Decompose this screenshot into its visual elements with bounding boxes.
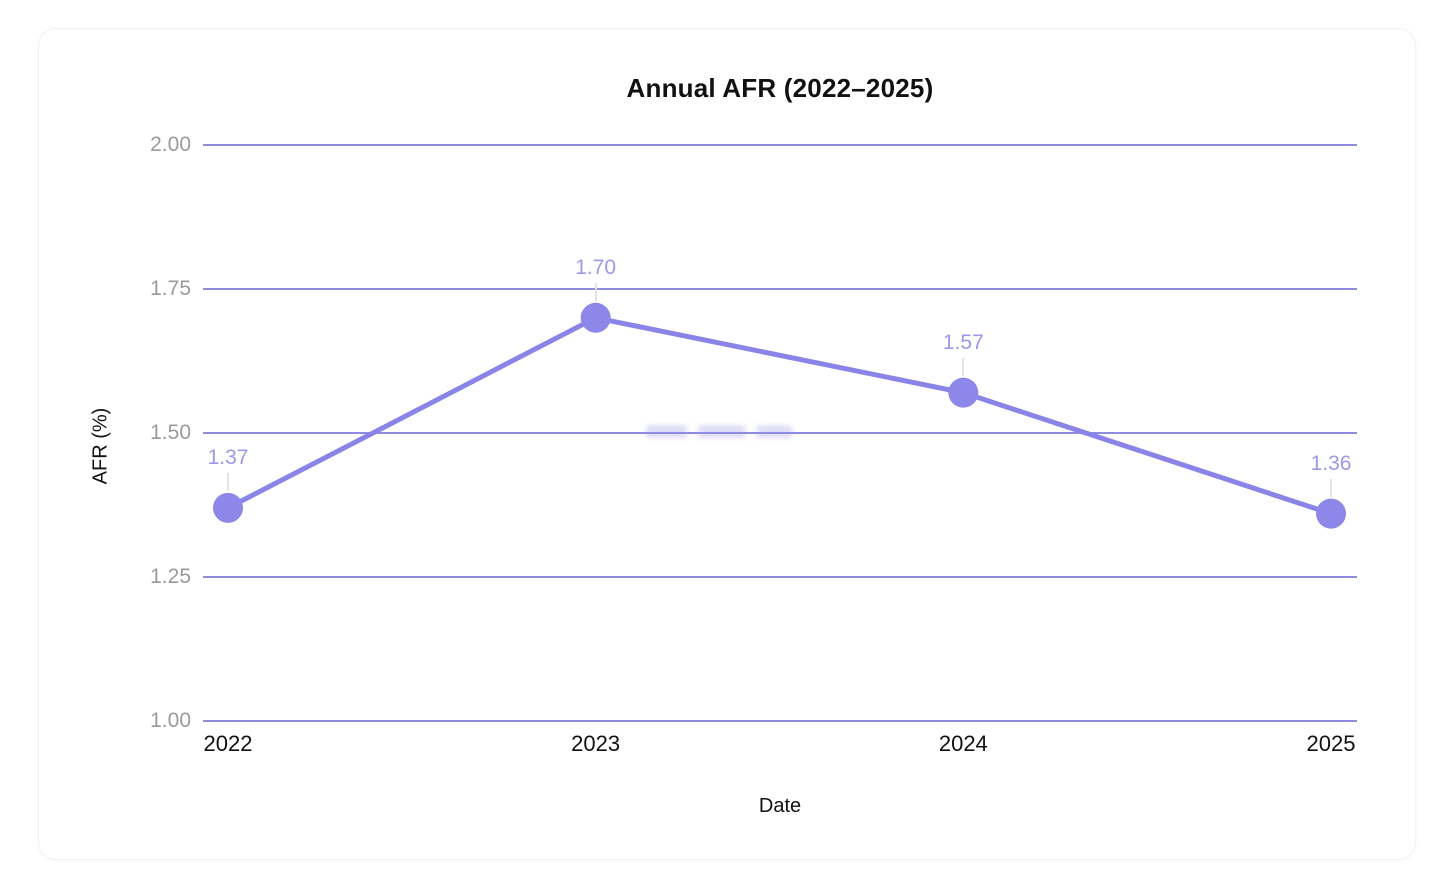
point-label-2025: 1.36 <box>1310 451 1352 475</box>
data-point-2023 <box>580 302 611 333</box>
label-connector <box>962 357 965 376</box>
x-tick-label-2025: 2025 <box>1306 731 1356 756</box>
x-tick-label-2024: 2024 <box>938 731 988 756</box>
data-point-2025 <box>1316 498 1346 529</box>
gridline-1.25 <box>203 576 1357 578</box>
data-point-2022 <box>213 492 243 523</box>
y-axis-title: AFR (%) <box>89 407 112 485</box>
data-point-2024 <box>948 377 979 408</box>
x-tick-label-2023: 2023 <box>571 731 621 756</box>
chart-title: Annual AFR (2022–2025) <box>626 73 934 103</box>
line-series <box>213 302 1346 529</box>
series-line <box>225 315 1334 517</box>
y-tick-label: 1.00 <box>150 709 191 732</box>
label-connector <box>594 282 597 301</box>
y-tick-label: 1.25 <box>150 565 191 588</box>
gridline-1.00 <box>203 720 1357 722</box>
plot-area: 2.00 1.75 1.50 1.25 1.00 2022 2023 2024 2025 1.37… <box>39 29 1417 861</box>
x-axis-title: Date <box>758 795 802 817</box>
label-connector <box>1330 478 1332 497</box>
gridline-2.00 <box>203 144 1357 146</box>
y-tick-label: 1.75 <box>150 277 191 300</box>
label-connector <box>227 472 229 491</box>
gridline-1.50 <box>203 432 1357 434</box>
y-tick-label: 2.00 <box>150 133 191 156</box>
x-tick-label-2022: 2022 <box>203 731 253 756</box>
point-label-2022: 1.37 <box>207 445 249 469</box>
gridline-1.75 <box>203 288 1357 290</box>
point-label-2024: 1.57 <box>942 330 984 354</box>
point-label-2023: 1.70 <box>575 255 617 279</box>
faint-watermark <box>646 425 792 438</box>
y-tick-label: 1.50 <box>150 421 191 444</box>
chart-card: Annual AFR (2022–2025) 2.00 1.75 1.50 1.25 1… <box>38 28 1416 860</box>
